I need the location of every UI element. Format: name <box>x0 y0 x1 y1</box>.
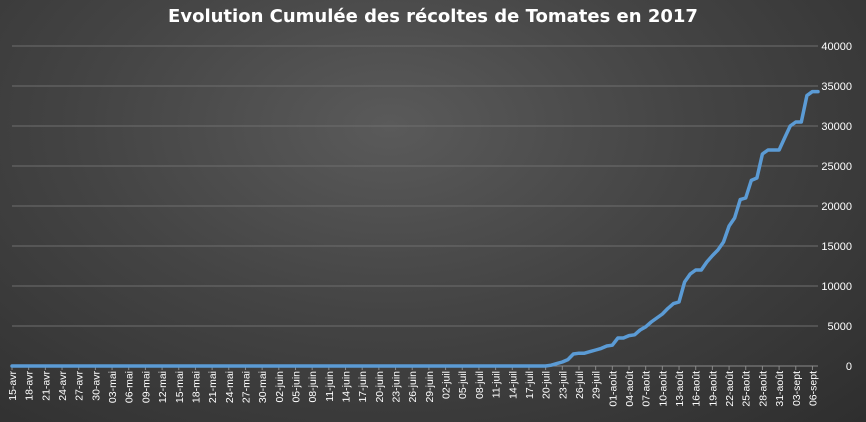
y-tick-label: 10000 <box>821 281 852 293</box>
x-tick-label: 20-juil <box>541 371 553 399</box>
x-tick-label: 05-juin <box>290 371 302 403</box>
y-tick-label: 40000 <box>821 41 852 53</box>
x-tick-label: 14-juil <box>507 371 519 399</box>
x-tick-label: 21-mai <box>207 371 219 403</box>
x-tick-label: 03-sept <box>791 371 803 406</box>
x-tick-label: 31-août <box>774 371 786 407</box>
x-tick-label: 16-août <box>691 371 703 407</box>
x-tick-label: 12-mai <box>157 371 169 403</box>
x-tick-label: 24-mai <box>224 371 236 403</box>
x-tick-label: 21-avr <box>40 371 52 401</box>
x-tick-label: 07-août <box>641 371 653 407</box>
x-tick-label: 15-avr <box>7 371 19 401</box>
x-tick-label: 05-juil <box>457 371 469 399</box>
x-tick-label: 04-août <box>624 371 636 407</box>
x-tick-label: 17-juin <box>357 371 369 403</box>
x-tick-label: 13-août <box>674 371 686 407</box>
x-tick-label: 03-mai <box>107 371 119 403</box>
x-tick-label: 09-mai <box>140 371 152 403</box>
y-tick-label: 30000 <box>821 121 852 133</box>
x-tick-label: 29-juil <box>591 371 603 399</box>
x-tick-label: 28-août <box>757 371 769 407</box>
x-tick-label: 30-mai <box>257 371 269 403</box>
x-tick-label: 20-juin <box>374 371 386 403</box>
x-tick-label: 27-mai <box>240 371 252 403</box>
x-tick-label: 26-juin <box>407 371 419 403</box>
x-tick-label: 11-juil <box>491 371 503 398</box>
y-tick-label: 5000 <box>828 321 852 333</box>
y-tick-label: 25000 <box>821 161 852 173</box>
x-tick-label: 06-mai <box>124 371 136 403</box>
x-tick-label: 10-août <box>657 371 669 407</box>
chart-title: Evolution Cumulée des récoltes de Tomate… <box>168 6 698 27</box>
x-tick-label: 29-juin <box>424 371 436 403</box>
x-tick-label: 18-avr <box>24 371 36 401</box>
x-tick-label: 15-mai <box>174 371 186 403</box>
x-tick-label: 25-août <box>741 371 753 407</box>
x-tick-label: 17-juil <box>524 371 536 399</box>
x-tick-label: 02-juil <box>441 371 453 399</box>
x-tick-label: 06-sept <box>807 371 819 406</box>
x-tick-label: 30-avr <box>90 371 102 401</box>
x-tick-label: 27-avr <box>74 371 86 401</box>
y-tick-label: 0 <box>846 361 852 373</box>
y-tick-label: 35000 <box>821 81 852 93</box>
x-tick-label: 23-juin <box>391 371 403 403</box>
x-tick-label: 22-août <box>724 371 736 407</box>
x-tick-label: 24-avr <box>57 371 69 401</box>
x-tick-label: 18-mai <box>190 371 202 403</box>
x-tick-label: 11-juin <box>324 371 336 402</box>
x-tick-label: 08-juin <box>307 371 319 403</box>
x-tick-label: 23-juil <box>557 371 569 399</box>
x-tick-label: 08-juil <box>474 371 486 399</box>
y-tick-label: 15000 <box>821 241 852 253</box>
x-tick-label: 19-août <box>707 371 719 407</box>
x-tick-label: 14-juin <box>341 371 353 403</box>
x-tick-label: 26-juil <box>574 371 586 399</box>
x-tick-label: 02-juin <box>274 371 286 403</box>
y-tick-label: 20000 <box>821 201 852 213</box>
x-tick-label: 01-août <box>607 371 619 407</box>
series-line <box>10 89 820 368</box>
